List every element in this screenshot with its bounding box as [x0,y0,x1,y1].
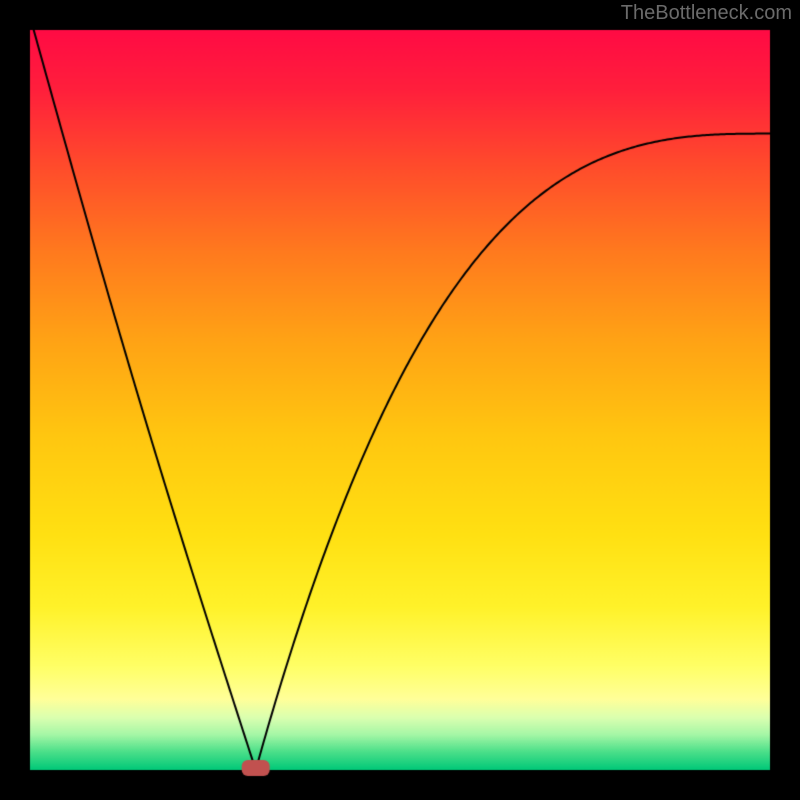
bottleneck-chart-canvas [0,0,800,800]
chart-container: TheBottleneck.com [0,0,800,800]
watermark-text: TheBottleneck.com [621,2,792,25]
